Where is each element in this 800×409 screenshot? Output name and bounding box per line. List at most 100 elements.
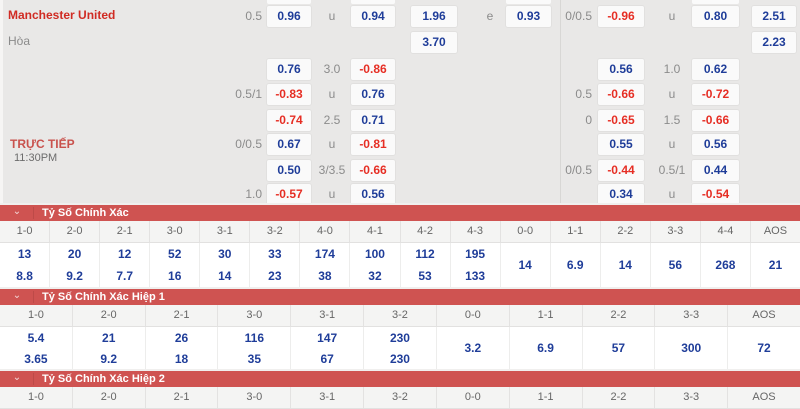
score-odds-value[interactable]: 30 <box>218 247 232 261</box>
odds-box[interactable]: 0.50 <box>267 160 311 181</box>
score-column-header: 3-2 <box>364 387 437 408</box>
score-odds-value[interactable]: 52 <box>168 247 182 261</box>
score-odds-value[interactable]: 26 <box>174 330 189 345</box>
score-column-header: 4-0 <box>300 221 351 242</box>
score-odds-value[interactable]: 133 <box>465 269 486 283</box>
score-odds-value[interactable]: 56 <box>668 258 683 272</box>
score-odds-value[interactable]: 147 <box>317 330 338 345</box>
score-odds-value[interactable]: 21 <box>102 330 116 345</box>
score-odds-value[interactable]: 38 <box>318 269 332 283</box>
section-title: Tỷ Số Chính Xác Hiệp 1 <box>42 291 165 303</box>
odds-box[interactable]: 1.96 <box>411 6 457 27</box>
score-odds-column: 14 <box>501 243 551 287</box>
odds-box[interactable]: 0.34 <box>598 184 644 205</box>
score-odds-value[interactable]: 72 <box>757 341 771 355</box>
handicap-label: 0.5 <box>575 87 592 101</box>
score-odds-value[interactable]: 14 <box>518 258 532 272</box>
score-column-header: 1-1 <box>510 305 583 326</box>
score-odds-value[interactable]: 9.2 <box>100 351 118 366</box>
odds-box[interactable]: -0.86 <box>351 59 395 80</box>
odds-box[interactable]: 0.44 <box>692 160 739 181</box>
score-odds-value[interactable]: 12 <box>117 247 132 261</box>
odds-box[interactable]: -0.81 <box>351 134 395 155</box>
score-odds-value[interactable]: 5.4 <box>27 330 45 345</box>
odds-box[interactable]: -0.66 <box>351 160 395 181</box>
score-odds-value[interactable]: 21 <box>768 258 783 272</box>
score-odds-value[interactable]: 6.9 <box>537 341 554 355</box>
score-odds-value[interactable]: 7.7 <box>116 269 133 283</box>
odds-box[interactable]: 0.55 <box>598 134 644 155</box>
odds-type-label: u <box>668 87 676 101</box>
section-header-bar[interactable]: ⌄ Tỷ Số Chính Xác Hiệp 1 <box>0 287 800 305</box>
odds-box[interactable]: 0.94 <box>351 6 395 27</box>
odds-box[interactable]: 2.23 <box>752 32 796 53</box>
score-header-row: 1-0 2-0 2-1 3-0 3-1 3-2 0-0 1-1 2-2 3-3 AOS <box>0 305 800 327</box>
score-odds-value[interactable]: 8.8 <box>16 269 33 283</box>
odds-box[interactable]: 0.56 <box>692 134 739 155</box>
score-odds-value[interactable]: 20 <box>67 247 82 261</box>
score-odds-value[interactable]: 35 <box>247 351 262 366</box>
score-odds-value[interactable]: 6.9 <box>566 258 584 272</box>
odds-type-label: 2.5 <box>323 113 341 127</box>
score-odds-value[interactable]: 16 <box>168 269 182 283</box>
odds-box[interactable]: 3.70 <box>411 32 457 53</box>
score-odds-value[interactable]: 14 <box>618 258 632 272</box>
score-odds-column: 13 8.8 <box>0 243 51 287</box>
handicap-label: 0.5 <box>245 9 262 23</box>
score-odds-value[interactable]: 116 <box>244 330 265 345</box>
left-edge-divider <box>0 0 3 203</box>
score-odds-value[interactable]: 3.2 <box>464 341 482 355</box>
chevron-down-icon[interactable]: ⌄ <box>12 372 22 383</box>
score-odds-value[interactable]: 100 <box>364 247 385 261</box>
odds-box[interactable]: -0.66 <box>598 84 644 105</box>
odds-box[interactable]: 0.76 <box>267 59 311 80</box>
odds-box[interactable]: -0.57 <box>267 184 311 205</box>
score-odds-column: 52 16 <box>150 243 201 287</box>
score-odds-value[interactable]: 18 <box>174 351 189 366</box>
odds-box[interactable]: -0.96 <box>598 6 644 27</box>
section-header-bar[interactable]: ⌄ Tỷ Số Chính Xác Hiệp 2 <box>0 369 800 387</box>
odds-box[interactable]: 0.80 <box>692 6 739 27</box>
chevron-down-icon[interactable]: ⌄ <box>12 206 22 217</box>
score-odds-value[interactable]: 300 <box>681 341 702 355</box>
odds-box[interactable]: 0.56 <box>351 184 395 205</box>
score-odds-value[interactable]: 67 <box>320 351 334 366</box>
score-column-header: 3-0 <box>218 387 292 408</box>
score-odds-value[interactable]: 230 <box>389 351 410 366</box>
odds-box[interactable]: 0.71 <box>351 110 395 131</box>
odds-box[interactable]: 0.93 <box>506 6 551 27</box>
odds-box[interactable]: 0.56 <box>598 59 644 80</box>
score-odds-value[interactable]: 9.2 <box>66 269 83 283</box>
odds-box[interactable]: 0.62 <box>692 59 739 80</box>
odds-box[interactable]: 0.67 <box>267 134 311 155</box>
score-odds-value[interactable]: 230 <box>389 330 410 345</box>
score-column-header: 1-0 <box>0 305 73 326</box>
odds-box[interactable]: 2.51 <box>752 6 796 27</box>
score-odds-value[interactable]: 14 <box>218 269 232 283</box>
score-odds-value[interactable]: 13 <box>17 247 32 261</box>
odds-box[interactable]: 0.76 <box>351 84 395 105</box>
section-header-bar[interactable]: ⌄ Tỷ Số Chính Xác <box>0 203 800 221</box>
odds-box[interactable]: -0.65 <box>598 110 644 131</box>
score-column-header: 2-0 <box>73 387 146 408</box>
score-column-header: 0-0 <box>437 305 510 326</box>
score-odds-value[interactable]: 23 <box>268 269 282 283</box>
odds-box[interactable]: -0.44 <box>598 160 644 181</box>
score-odds-value[interactable]: 112 <box>415 247 435 261</box>
score-odds-value[interactable]: 57 <box>611 341 626 355</box>
score-odds-value[interactable]: 33 <box>268 247 282 261</box>
odds-box[interactable]: -0.83 <box>267 84 311 105</box>
odds-box[interactable]: -0.74 <box>267 110 311 131</box>
score-column-header: 2-0 <box>50 221 101 242</box>
chevron-down-icon[interactable]: ⌄ <box>12 290 22 301</box>
score-odds-value[interactable]: 53 <box>418 269 432 283</box>
odds-box[interactable]: -0.54 <box>692 184 739 205</box>
odds-box[interactable]: -0.72 <box>692 84 739 105</box>
score-odds-value[interactable]: 268 <box>715 258 736 272</box>
score-odds-value[interactable]: 174 <box>314 247 335 261</box>
odds-box[interactable]: -0.66 <box>692 110 739 131</box>
score-odds-value[interactable]: 32 <box>368 269 382 283</box>
odds-box[interactable]: 0.96 <box>267 6 311 27</box>
score-odds-value[interactable]: 3.65 <box>24 351 48 366</box>
score-odds-value[interactable]: 195 <box>465 247 486 261</box>
